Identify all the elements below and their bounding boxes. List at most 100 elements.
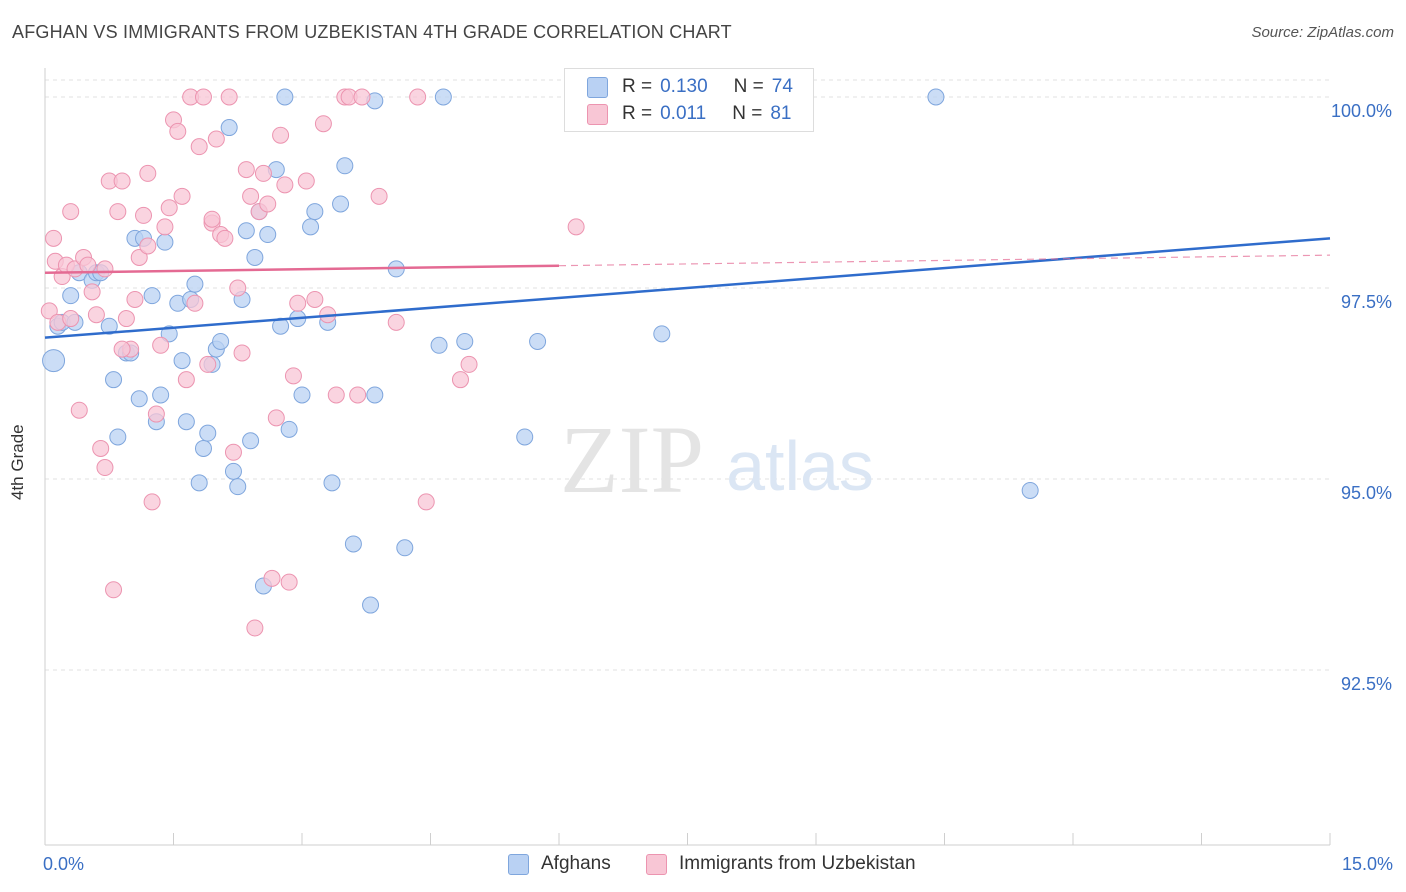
x-tick-label-min: 0.0% bbox=[43, 854, 84, 874]
afghan-point bbox=[224, 462, 242, 480]
afghan-point bbox=[344, 535, 362, 553]
uzbekistan-point bbox=[62, 310, 80, 328]
y-axis-label: 4th Grade bbox=[8, 424, 27, 500]
afghan-point bbox=[362, 596, 380, 614]
data-points bbox=[40, 88, 1039, 637]
uzbekistan-point bbox=[353, 88, 371, 106]
afghan-point bbox=[276, 88, 294, 106]
afghan-point bbox=[130, 390, 148, 408]
uzbekistan-point bbox=[220, 88, 238, 106]
bottom-legend-swatch-pink bbox=[646, 853, 667, 875]
legend-r-value: 0.130 bbox=[660, 76, 708, 97]
uzbekistan-point bbox=[135, 206, 153, 224]
uzbekistan-point bbox=[314, 115, 332, 133]
uzbekistan-point bbox=[40, 302, 58, 320]
afghan-point bbox=[190, 474, 208, 492]
uzbekistan-point bbox=[349, 386, 367, 404]
uzbekistan-point bbox=[246, 619, 264, 637]
gridlines bbox=[45, 79, 1330, 671]
uzbekistan-point bbox=[169, 122, 187, 140]
uzbekistan-point bbox=[113, 172, 131, 190]
afghan-point bbox=[229, 478, 247, 496]
watermark-atlas: atlas bbox=[726, 427, 874, 505]
uzbekistan-point bbox=[216, 229, 234, 247]
afghan-point bbox=[100, 317, 118, 335]
uzbekistan-point bbox=[242, 187, 260, 205]
afghan-point bbox=[194, 439, 212, 457]
uzbekistan-point bbox=[152, 336, 170, 354]
legend-swatch-blue bbox=[587, 76, 608, 98]
legend-n-label: N = bbox=[733, 76, 764, 97]
uzbekistan-point bbox=[130, 248, 148, 266]
uzbekistan-point bbox=[143, 493, 161, 511]
afghan-point bbox=[156, 233, 174, 251]
afghan-point bbox=[62, 287, 80, 305]
afghan-point bbox=[173, 352, 191, 370]
uzbekistan-point bbox=[567, 218, 585, 236]
afghan-point bbox=[246, 248, 264, 266]
legend-n-label: N = bbox=[732, 103, 763, 124]
afghan-point bbox=[237, 222, 255, 240]
afghan-point bbox=[516, 428, 534, 446]
uzbekistan-point bbox=[83, 283, 101, 301]
afghan-point bbox=[177, 413, 195, 431]
watermark-zip: ZIP bbox=[560, 406, 704, 513]
uzbekistan-point bbox=[70, 401, 88, 419]
uzbekistan-point bbox=[327, 386, 345, 404]
y-tick-label: 92.5% bbox=[1341, 674, 1392, 694]
uzbekistan-point bbox=[267, 409, 285, 427]
uzbekistan-point bbox=[229, 279, 247, 297]
afghan-point bbox=[396, 539, 414, 557]
uzbekistan-point bbox=[105, 581, 123, 599]
bottom-legend-swatch-blue bbox=[508, 853, 529, 875]
bottom-legend-uzbekistan[interactable]: Immigrants from Uzbekistan bbox=[646, 852, 916, 876]
y-tick-label: 95.0% bbox=[1341, 483, 1392, 503]
afghan-point bbox=[105, 371, 123, 389]
uzbekistan-point bbox=[370, 187, 388, 205]
afghan-point bbox=[306, 203, 324, 221]
afghan-point bbox=[332, 195, 350, 213]
uzbekistan-point bbox=[207, 130, 225, 148]
trend-line-uzbekistan bbox=[44, 264, 560, 274]
trend-lines bbox=[44, 237, 1331, 339]
uzbekistan-point bbox=[254, 164, 272, 182]
afghan-point bbox=[323, 474, 341, 492]
afghan-point bbox=[152, 386, 170, 404]
uzbekistan-point bbox=[177, 371, 195, 389]
uzbekistan-point bbox=[160, 199, 178, 217]
uzbekistan-point bbox=[113, 340, 131, 358]
bottom-legend-afghans[interactable]: Afghans bbox=[508, 852, 611, 876]
y-tick-label: 100.0% bbox=[1331, 101, 1392, 121]
chart-title: AFGHAN VS IMMIGRANTS FROM UZBEKISTAN 4TH… bbox=[12, 22, 732, 42]
uzbekistan-point bbox=[62, 203, 80, 221]
legend-swatch-pink bbox=[587, 103, 608, 125]
legend-n-value: 81 bbox=[770, 103, 792, 124]
uzbekistan-point bbox=[297, 172, 315, 190]
uzbekistan-point bbox=[272, 126, 290, 144]
legend-row-uzbekistan: R = 0.011 N = 81 bbox=[587, 101, 792, 127]
uzbekistan-point bbox=[186, 294, 204, 312]
afghan-point bbox=[366, 386, 384, 404]
afghan-point bbox=[336, 157, 354, 175]
afghan-point bbox=[212, 332, 230, 350]
afghan-point bbox=[42, 349, 66, 373]
trend-line-afghans bbox=[44, 237, 1331, 339]
uzbekistan-point bbox=[190, 138, 208, 156]
y-tick-label: 97.5% bbox=[1341, 292, 1392, 312]
uzbekistan-point bbox=[194, 88, 212, 106]
axes bbox=[44, 68, 1331, 846]
uzbekistan-point bbox=[79, 256, 97, 274]
uzbekistan-point bbox=[126, 290, 144, 308]
bottom-legend-label: Afghans bbox=[541, 853, 611, 874]
afghan-point bbox=[456, 332, 474, 350]
uzbekistan-point bbox=[92, 439, 110, 457]
afghan-point bbox=[430, 336, 448, 354]
uzbekistan-point bbox=[289, 294, 307, 312]
afghan-point bbox=[186, 275, 204, 293]
afghan-point bbox=[109, 428, 127, 446]
uzbekistan-point bbox=[409, 88, 427, 106]
bottom-legend-label: Immigrants from Uzbekistan bbox=[679, 853, 916, 874]
afghan-point bbox=[653, 325, 671, 343]
legend-n-value: 74 bbox=[771, 76, 793, 97]
uzbekistan-point bbox=[139, 164, 157, 182]
